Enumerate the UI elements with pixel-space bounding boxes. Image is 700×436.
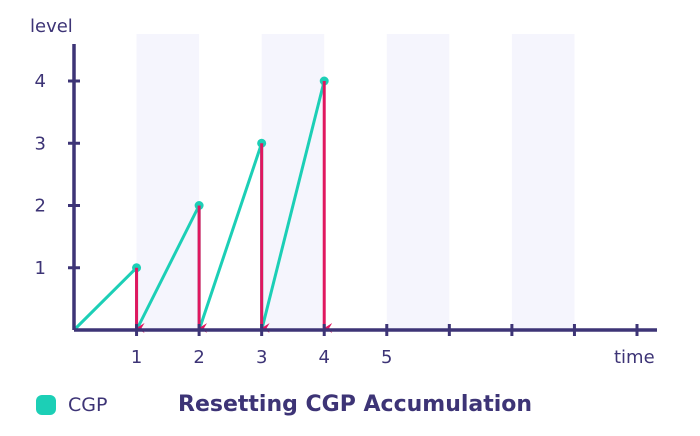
x-axis-label: time (614, 347, 655, 368)
band-5 (386, 34, 450, 330)
x-tick-label-3: 3 (256, 347, 267, 368)
y-tick-label-1: 1 (35, 258, 46, 279)
tick-labels: 1 2 3 4 5 1 2 3 4 (35, 71, 393, 368)
axes (68, 44, 657, 336)
reset-arrows (135, 81, 333, 333)
band-3 (261, 34, 325, 330)
chart-title: Resetting CGP Accumulation (178, 392, 533, 417)
y-axis-label: level (30, 16, 73, 37)
y-tick-label-2: 2 (35, 196, 46, 217)
x-tick-label-1: 1 (131, 347, 142, 368)
legend-swatch-cgp (36, 395, 56, 415)
band-7 (511, 34, 575, 330)
legend: CGP (36, 394, 107, 416)
legend-label-cgp: CGP (68, 394, 108, 416)
x-tick-label-2: 2 (193, 347, 204, 368)
band-1 (136, 34, 200, 330)
x-tick-label-4: 4 (318, 347, 329, 368)
y-tick-label-4: 4 (35, 71, 46, 92)
x-tick-label-5: 5 (381, 347, 392, 368)
y-tick-label-3: 3 (35, 133, 46, 154)
background-bands (136, 34, 575, 330)
